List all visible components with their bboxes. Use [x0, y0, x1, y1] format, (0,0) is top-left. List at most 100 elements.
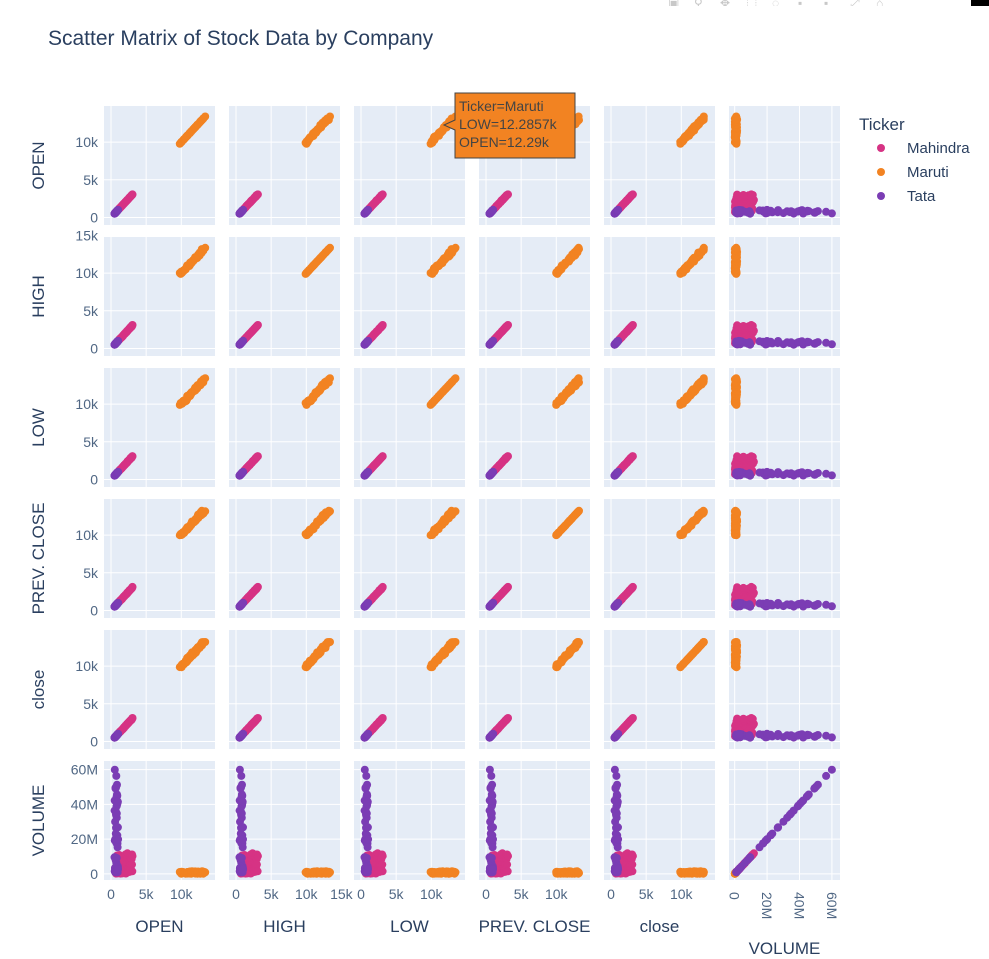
point-mahindra — [747, 582, 756, 591]
point-maruti — [326, 507, 334, 516]
box-select-icon[interactable]: ⬚ — [746, 0, 763, 6]
reset-icon[interactable]: ⌂ — [876, 0, 893, 6]
panel-2-4 — [604, 368, 715, 487]
point-maruti — [451, 374, 460, 383]
point-mahindra — [128, 190, 137, 199]
point-maruti — [451, 507, 460, 516]
point-tata — [114, 205, 123, 214]
point-mahindra — [128, 452, 137, 461]
panel-2-5 — [729, 368, 840, 487]
panel-1-5 — [729, 237, 840, 356]
point-tata — [798, 337, 806, 346]
point-maruti — [574, 374, 583, 383]
point-tata — [614, 337, 623, 345]
point-tata — [787, 600, 796, 609]
point-tata — [774, 599, 783, 607]
point-mahindra — [253, 190, 262, 199]
point-tata — [114, 729, 123, 738]
point-tata — [755, 468, 764, 477]
point-tata — [813, 207, 822, 216]
point-tata — [239, 599, 247, 607]
point-tata — [798, 468, 806, 477]
point-tata — [114, 467, 123, 476]
point-maruti — [201, 638, 210, 646]
panel-3-4 — [604, 499, 715, 618]
point-maruti — [326, 638, 334, 646]
panel-1-2 — [354, 237, 465, 356]
lasso-icon[interactable]: ◌ — [772, 0, 789, 6]
point-tata — [763, 467, 771, 476]
point-maruti — [732, 243, 741, 252]
point-tata — [239, 467, 247, 476]
panel-3-2 — [354, 499, 465, 618]
panel-0-5 — [729, 106, 840, 225]
point-mahindra — [253, 714, 262, 722]
panel-3-0 — [104, 499, 215, 618]
point-tata — [239, 729, 247, 738]
plotly-logo-icon — [971, 0, 989, 6]
point-tata — [489, 205, 497, 214]
zoom-in-icon[interactable]: ▪ — [798, 0, 815, 6]
panel-4-1 — [229, 630, 340, 749]
point-tata — [774, 206, 783, 215]
point-tata — [787, 338, 796, 347]
panel-2-0 — [104, 368, 215, 487]
point-maruti — [574, 112, 583, 121]
point-maruti — [732, 112, 741, 121]
point-maruti — [574, 243, 583, 252]
point-tata — [763, 337, 771, 345]
panel-3-5 — [729, 499, 840, 618]
camera-icon[interactable]: ▣ — [668, 0, 685, 6]
point-tata — [813, 600, 822, 608]
point-tata — [364, 205, 373, 214]
point-tata — [774, 468, 783, 477]
point-maruti — [732, 507, 741, 516]
point-tata — [787, 207, 796, 216]
point-mahindra — [378, 714, 387, 722]
point-mahindra — [747, 452, 756, 461]
point-mahindra — [739, 322, 748, 330]
panel-1-1 — [229, 237, 340, 356]
panel-3-3 — [479, 499, 590, 618]
point-mahindra — [128, 582, 137, 591]
point-mahindra — [733, 321, 742, 330]
point-tata — [822, 469, 831, 478]
point-maruti — [699, 112, 708, 121]
point-tata — [774, 337, 783, 345]
point-tata — [239, 337, 247, 345]
point-tata — [489, 337, 497, 345]
panel-0-4 — [604, 106, 715, 225]
point-mahindra — [253, 321, 262, 329]
point-tata — [614, 467, 623, 476]
point-tata — [755, 599, 764, 608]
point-mahindra — [378, 190, 387, 199]
panel-4-0 — [104, 630, 215, 749]
point-mahindra — [747, 321, 756, 329]
point-tata — [114, 599, 123, 607]
zoom-out-icon[interactable]: ▪ — [824, 0, 841, 6]
point-mahindra — [128, 714, 137, 722]
point-mahindra — [733, 452, 742, 461]
point-mahindra — [378, 321, 387, 329]
point-maruti — [699, 243, 708, 252]
point-maruti — [326, 243, 334, 252]
point-tata — [745, 600, 754, 609]
point-tata — [734, 336, 743, 345]
point-mahindra — [628, 452, 637, 461]
point-mahindra — [739, 191, 748, 199]
pan-icon[interactable]: ✥ — [720, 0, 737, 6]
zoom-icon[interactable]: ⚲ — [694, 0, 711, 6]
point-tata — [745, 338, 754, 347]
point-tata — [114, 337, 123, 345]
point-tata — [787, 469, 796, 478]
point-tata — [745, 207, 754, 216]
point-maruti — [574, 507, 583, 516]
panel-2-1 — [229, 368, 340, 487]
autoscale-icon[interactable]: ⤢ — [850, 0, 867, 6]
point-mahindra — [504, 452, 512, 461]
point-tata — [822, 338, 831, 347]
point-tata — [734, 468, 743, 476]
point-mahindra — [747, 190, 756, 199]
point-mahindra — [628, 582, 637, 591]
